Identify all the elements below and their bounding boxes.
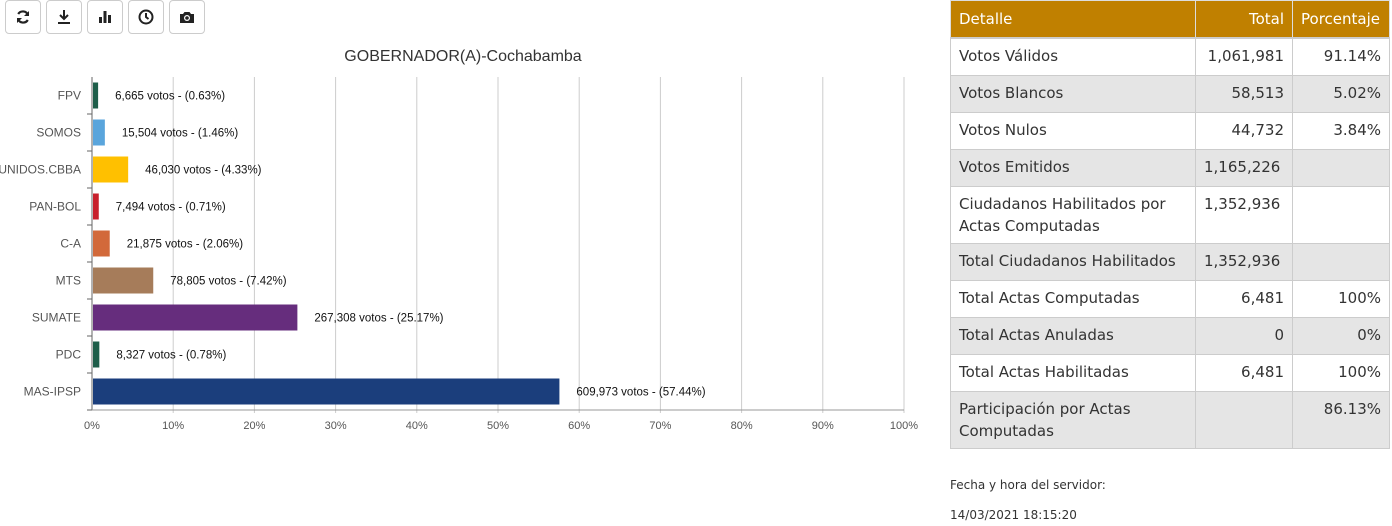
results-table: Detalle Total Porcentaje Votos Válidos 1,… — [950, 0, 1390, 449]
total-cell: 44,732 — [1195, 112, 1293, 150]
x-tick-label: 70% — [649, 420, 671, 432]
detail-cell: Total Actas Computadas — [950, 280, 1196, 318]
refresh-button[interactable] — [5, 0, 41, 34]
download-button[interactable] — [46, 0, 82, 34]
percent-cell: 0% — [1292, 317, 1390, 355]
x-tick-label: 0% — [84, 420, 100, 432]
x-tick-label: 30% — [325, 420, 347, 432]
screenshot-button[interactable] — [169, 0, 205, 34]
x-tick-label: 50% — [487, 420, 509, 432]
category-label: C-A — [60, 237, 81, 251]
bar[interactable] — [93, 156, 129, 183]
bar[interactable] — [93, 341, 100, 368]
data-label: 46,030 votos - (4.33%) — [145, 165, 262, 177]
detail-cell: Votos Blancos — [950, 75, 1196, 113]
detail-cell: Participación por Actas Computadas — [950, 391, 1196, 449]
category-label: PAN-BOL — [29, 200, 81, 214]
x-tick-label: 20% — [243, 420, 265, 432]
data-label: 6,665 votos - (0.63%) — [115, 91, 225, 103]
total-cell — [1195, 391, 1293, 449]
detail-cell: Total Actas Anuladas — [950, 317, 1196, 355]
table-row: Votos Nulos 44,732 3.84% — [950, 112, 1390, 150]
detail-cell: Total Ciudadanos Habilitados — [950, 243, 1196, 281]
table-row: Ciudadanos Habilitados por Actas Computa… — [950, 186, 1390, 244]
total-cell: 6,481 — [1195, 354, 1293, 392]
bar-chart-icon — [99, 11, 111, 23]
category-label: MAS-IPSP — [24, 385, 81, 399]
camera-icon — [180, 12, 194, 23]
data-label: 8,327 votos - (0.78%) — [116, 350, 226, 362]
x-tick-label: 60% — [568, 420, 590, 432]
history-button[interactable] — [128, 0, 164, 34]
chart-title: GOBERNADOR(A)-Cochabamba — [344, 48, 582, 65]
percent-cell: 5.02% — [1292, 75, 1390, 113]
bar[interactable] — [93, 82, 99, 109]
data-label: 609,973 votos - (57.44%) — [576, 387, 705, 399]
table-row: Total Actas Habilitadas 6,481 100% — [950, 354, 1390, 392]
category-label: SOMOS — [36, 126, 81, 140]
category-label: MTS — [56, 274, 81, 288]
bar[interactable] — [93, 378, 560, 405]
detail-cell: Votos Válidos — [950, 37, 1196, 76]
detail-cell: Votos Nulos — [950, 112, 1196, 150]
table-row: Total Actas Computadas 6,481 100% — [950, 280, 1390, 318]
percent-cell: 86.13% — [1292, 391, 1390, 449]
table-row: Votos Blancos 58,513 5.02% — [950, 75, 1390, 113]
percent-cell: 100% — [1292, 354, 1390, 392]
total-cell: 1,352,936 — [1195, 243, 1293, 281]
data-label: 21,875 votos - (2.06%) — [127, 239, 244, 251]
category-label: UNIDOS.CBBA — [0, 163, 81, 177]
table-row: Votos Válidos 1,061,981 91.14% — [950, 37, 1390, 76]
data-label: 267,308 votos - (25.17%) — [314, 313, 443, 325]
percent-cell — [1292, 243, 1390, 281]
col-header-detalle: Detalle — [950, 0, 1196, 39]
total-cell: 1,352,936 — [1195, 186, 1293, 244]
data-label: 78,805 votos - (7.42%) — [170, 276, 287, 288]
bar[interactable] — [93, 267, 154, 294]
percent-cell — [1292, 149, 1390, 187]
refresh-icon — [16, 10, 30, 24]
total-cell: 58,513 — [1195, 75, 1293, 113]
total-cell: 0 — [1195, 317, 1293, 355]
detail-cell: Ciudadanos Habilitados por Actas Computa… — [950, 186, 1196, 244]
chart-toolbar — [5, 0, 205, 34]
percent-cell: 100% — [1292, 280, 1390, 318]
percent-cell: 3.84% — [1292, 112, 1390, 150]
percent-cell — [1292, 186, 1390, 244]
clock-icon — [138, 9, 154, 25]
x-tick-label: 90% — [812, 420, 834, 432]
total-cell: 6,481 — [1195, 280, 1293, 318]
table-row: Total Actas Anuladas 0 0% — [950, 317, 1390, 355]
detail-cell: Votos Emitidos — [950, 149, 1196, 187]
total-cell: 1,165,226 — [1195, 149, 1293, 187]
chart-type-button[interactable] — [87, 0, 123, 34]
x-tick-label: 80% — [731, 420, 753, 432]
x-tick-label: 10% — [162, 420, 184, 432]
bar-chart: GOBERNADOR(A)-Cochabamba 0% 10% 20% 30% 40% 5… — [0, 48, 918, 432]
data-label: 7,494 votos - (0.71%) — [116, 202, 226, 214]
col-header-total: Total — [1195, 0, 1293, 39]
detail-cell: Total Actas Habilitadas — [950, 354, 1196, 392]
x-tick-label: 40% — [406, 420, 428, 432]
data-label: 15,504 votos - (1.46%) — [122, 128, 239, 140]
table-row: Participación por Actas Computadas 86.13% — [950, 391, 1390, 449]
bar[interactable] — [93, 230, 110, 257]
download-icon — [58, 10, 70, 24]
bar[interactable] — [93, 193, 99, 220]
category-label: SUMATE — [32, 311, 81, 325]
x-tick-label: 100% — [890, 420, 918, 432]
table-row: Total Ciudadanos Habilitados 1,352,936 — [950, 243, 1390, 281]
col-header-porcentaje: Porcentaje — [1292, 0, 1390, 39]
server-time-value: 14/03/2021 18:15:20 — [950, 508, 1077, 522]
category-label: PDC — [56, 348, 82, 362]
percent-cell: 91.14% — [1292, 37, 1390, 76]
total-cell: 1,061,981 — [1195, 37, 1293, 76]
bar[interactable] — [93, 119, 105, 146]
category-label: FPV — [58, 89, 81, 103]
table-row: Votos Emitidos 1,165,226 — [950, 149, 1390, 187]
server-time-label: Fecha y hora del servidor: — [950, 478, 1106, 492]
bar[interactable] — [93, 304, 298, 331]
